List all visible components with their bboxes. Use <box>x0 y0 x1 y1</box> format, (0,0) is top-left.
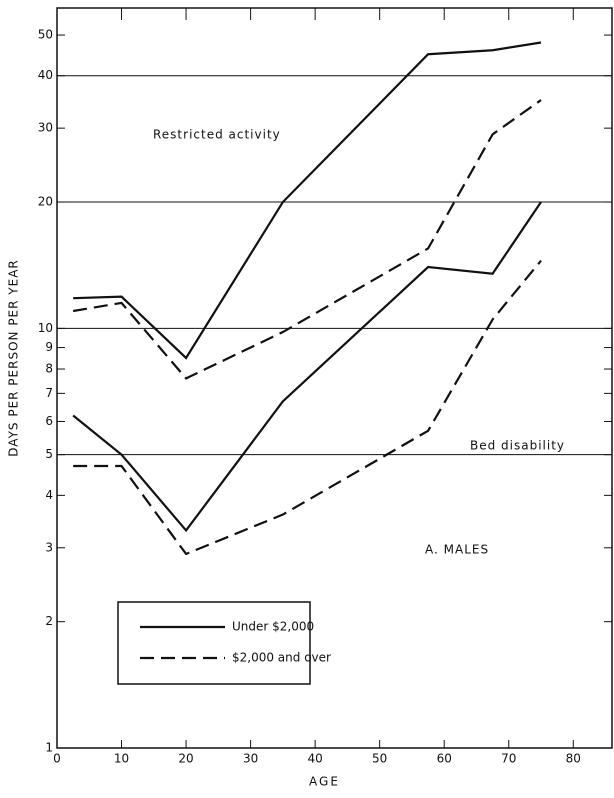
y-tick-label: 7 <box>45 386 53 400</box>
y-tick-label: 1 <box>45 741 53 755</box>
annotation: Restricted activity <box>153 128 281 142</box>
y-tick-label: 3 <box>45 540 53 554</box>
y-tick-label: 30 <box>38 121 53 135</box>
y-tick-label: 6 <box>45 414 53 428</box>
y-tick-label: 2 <box>45 614 53 628</box>
x-tick-label: 20 <box>178 752 193 766</box>
series-line <box>73 259 542 556</box>
y-tick-label: 4 <box>45 488 53 502</box>
legend-label: $2,000 and over <box>232 651 331 665</box>
x-tick-label: 10 <box>114 752 129 766</box>
x-tick-label: 40 <box>307 752 322 766</box>
annotation: A. MALES <box>425 543 489 557</box>
x-tick-label: 50 <box>372 752 387 766</box>
x-tick-label: 0 <box>53 752 61 766</box>
series-line <box>73 41 542 360</box>
legend-box <box>117 601 311 685</box>
y-tick-label: 20 <box>38 195 53 209</box>
series-line <box>72 201 542 533</box>
x-axis-label: AGE <box>309 775 340 789</box>
y-tick-label: 10 <box>38 321 53 335</box>
annotation: Bed disability <box>470 439 565 453</box>
x-tick-label: 30 <box>243 752 258 766</box>
y-axis-label: DAYS PER PERSON PER YEAR <box>7 259 21 456</box>
x-tick-label: 60 <box>437 752 452 766</box>
series-line <box>72 99 542 380</box>
y-tick-label: 5 <box>45 447 53 461</box>
x-tick-label: 70 <box>501 752 516 766</box>
y-tick-label: 50 <box>38 28 53 42</box>
x-tick-label: 80 <box>566 752 581 766</box>
y-tick-label: 9 <box>45 340 53 354</box>
legend-label: Under $2,000 <box>232 620 314 634</box>
y-tick-label: 40 <box>38 68 53 82</box>
plot-frame <box>56 7 613 749</box>
y-tick-label: 8 <box>45 362 53 376</box>
